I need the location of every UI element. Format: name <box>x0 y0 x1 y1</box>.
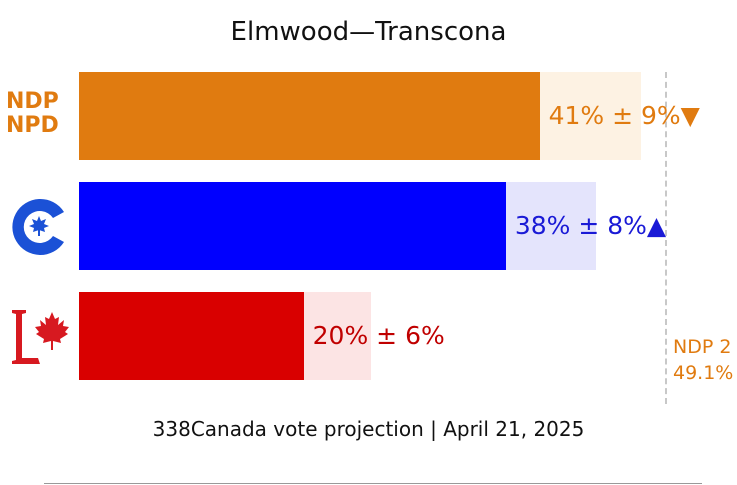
previous-result-label: NDP 2 49.1% <box>673 334 733 386</box>
ndp-bar <box>79 72 540 160</box>
ndp-logo-line: NDP <box>6 89 59 114</box>
chart-caption: 338Canada vote projection | April 21, 20… <box>152 417 585 441</box>
ndp-bar-label: 41% ± 9%▼ <box>548 101 700 130</box>
cpc-bar-label: 38% ± 8%▲ <box>514 211 667 240</box>
previous-result-value: 49.1% <box>673 362 734 384</box>
bottom-divider <box>44 483 702 484</box>
ndp-logo-icon: NDP NPD <box>6 90 72 138</box>
chart-title: Elmwood—Transcona <box>230 17 507 47</box>
cpc-logo-icon <box>12 198 65 255</box>
lpc-logo-icon <box>12 310 69 364</box>
cpc-bar <box>79 182 506 270</box>
lpc-bar-label: 20% ± 6% <box>312 321 445 350</box>
previous-result-party: NDP 2 <box>673 336 732 358</box>
lpc-bar <box>79 292 304 380</box>
ndp-logo-line: NPD <box>6 113 59 138</box>
previous-result-line <box>665 72 667 404</box>
